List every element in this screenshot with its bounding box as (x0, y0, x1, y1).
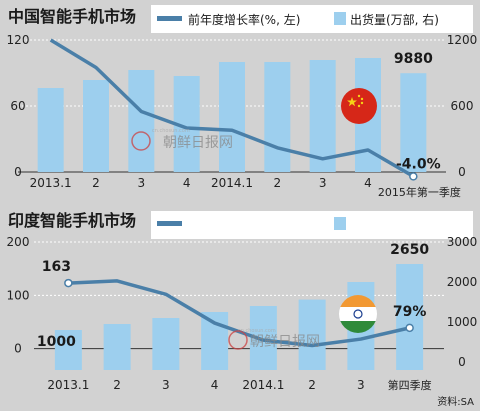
china-category-label: 3 (319, 176, 327, 190)
india-right-tick: 2000 (447, 275, 478, 289)
china-line-point-8 (409, 172, 418, 181)
china-legend-box (151, 5, 473, 33)
china-bar-2 (128, 70, 155, 172)
china-category-label: 2 (92, 176, 100, 190)
india-legend-bar-swatch (334, 217, 346, 230)
india-line-point-0 (64, 278, 73, 288)
india-flag (339, 295, 377, 333)
china-right-tick: 1200 (447, 33, 478, 47)
india-right-tick: 1000 (447, 315, 478, 329)
china-legend-line-label: 前年度增长率(%, 左) (188, 12, 300, 27)
india-category-label: 2 (308, 378, 316, 392)
china-category-label: 2015年第一季度 (378, 185, 461, 199)
china-bar-6 (309, 60, 336, 172)
india-data-label: 1000 (37, 334, 76, 350)
china-right-tick: 0 (458, 165, 466, 179)
china-category-label: 2014.1 (211, 176, 253, 190)
india-line-point-7 (405, 323, 414, 333)
china-left-tick: 120 (7, 33, 30, 47)
india-category-label: 4 (211, 378, 219, 392)
india-category-label: 2 (113, 378, 121, 392)
svg-text:cn.chosun.com: cn.chosun.com (152, 128, 190, 134)
china-bar-1 (83, 80, 109, 172)
china-category-label: 2 (274, 176, 282, 190)
china-left-tick: 60 (10, 99, 25, 113)
india-category-label: 3 (162, 378, 170, 392)
india-bar-5 (298, 299, 326, 370)
india-data-label: 2650 (390, 242, 429, 258)
india-chart-title: 印度智能手机市场 (8, 211, 136, 230)
india-right-tick: 3000 (447, 235, 478, 249)
china-flag (341, 88, 377, 124)
india-data-label: 79% (393, 304, 427, 320)
china-growth-line (49, 38, 415, 178)
svg-text:朝鲜日报网: 朝鲜日报网 (163, 135, 233, 151)
india-bar-7 (396, 264, 424, 370)
india-bar-2 (152, 318, 180, 370)
source-note: 资料:SA (437, 395, 474, 408)
china-category-label: 2013.1 (30, 176, 72, 190)
india-right-tick: 0 (458, 355, 466, 369)
india-bar-0 (54, 330, 82, 370)
china-legend-bar-label: 出货量(万部, 右) (350, 12, 439, 27)
india-left-tick: 200 (7, 235, 30, 249)
svg-text:cn.chosun.com: cn.chosun.com (238, 328, 276, 334)
india-legend-box (151, 211, 473, 239)
india-left-tick: 0 (14, 342, 22, 356)
india-left-tick: 100 (7, 288, 30, 302)
india-category-label: 3 (357, 378, 365, 392)
china-bar-8 (400, 73, 427, 172)
china-category-label: 3 (138, 176, 146, 190)
china-category-label: 4 (364, 176, 372, 190)
watermark-top: cn.chosun.com 朝鲜日报网 (131, 128, 233, 151)
svg-text:朝鲜日报网: 朝鲜日报网 (250, 334, 320, 350)
china-right-tick: 600 (451, 99, 474, 113)
china-left-tick: 0 (14, 165, 22, 179)
india-legend-line-swatch (157, 221, 182, 226)
india-bar-1 (103, 324, 131, 370)
india-category-label: 2014.1 (242, 378, 284, 392)
china-data-label: -4.0% (396, 156, 441, 172)
china-bar-5 (264, 62, 291, 172)
china-chart-title: 中国智能手机市场 (8, 7, 136, 26)
india-category-label: 第四季度 (388, 378, 432, 392)
china-legend-bar-swatch (334, 12, 346, 25)
china-category-label: 4 (183, 176, 191, 190)
china-data-label: 9880 (394, 51, 433, 67)
china-bar-0 (37, 88, 64, 172)
india-category-label: 2013.1 (47, 378, 89, 392)
watermark-bottom: cn.chosun.com 朝鲜日报网 (228, 328, 320, 350)
china-legend-line-swatch (157, 16, 182, 21)
china-bar-4 (219, 62, 245, 172)
india-bar-3 (201, 312, 229, 370)
india-data-label: 163 (42, 259, 71, 275)
